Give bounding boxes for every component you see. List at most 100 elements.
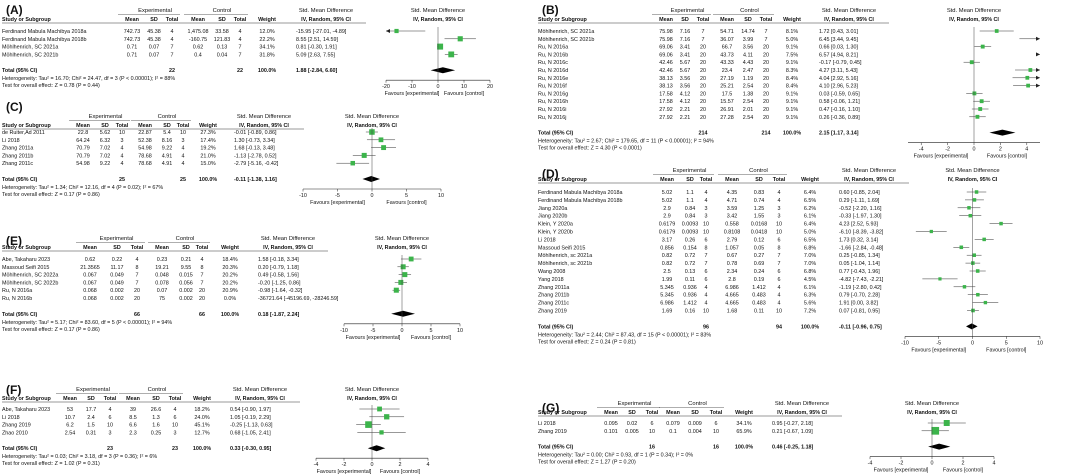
exp-mean: 54.98 xyxy=(76,161,90,167)
study-weight: 24.0% xyxy=(194,415,209,421)
favours-control: Favours [control] xyxy=(411,335,452,341)
panel-a: (A) Experimental Control Std. Mean Differen… xyxy=(2,3,493,97)
exp-mean: 742.73 xyxy=(124,29,141,35)
ctrl-mean: 0.048 xyxy=(155,273,169,279)
ctrl-total: 3 xyxy=(778,214,781,220)
point-estimate xyxy=(980,44,985,49)
favours-experimental: Favours [experimental] xyxy=(911,347,966,353)
point-estimate xyxy=(972,91,977,96)
point-estimate xyxy=(408,256,414,262)
exp-mean: 0.856 xyxy=(660,245,674,251)
exp-mean: 0.095 xyxy=(604,421,618,427)
study-ci: 0.60 [-0.85, 2.04] xyxy=(839,190,880,196)
study-name: Möhlhenrich, SC 2021b xyxy=(538,37,594,43)
exp-mean: 0.067 xyxy=(83,280,97,286)
exp-total: 4 xyxy=(121,161,124,167)
study-weight: 20.9% xyxy=(222,288,237,294)
ctrl-total: 3 xyxy=(174,430,177,436)
study-name: Möhlhenrich, sc 2021a xyxy=(538,253,592,259)
study-weight: 6.1% xyxy=(804,214,816,220)
header-smd-title: Std. Mean Difference xyxy=(822,8,876,14)
favours-control: Favours [control] xyxy=(386,200,427,206)
column-smd-ci: IV, Random, 95% CI xyxy=(824,17,874,23)
heterogeneity: Heterogeneity: Tau² = 2.44; Chi² = 87.43… xyxy=(538,332,711,338)
exp-sd: 0.07 xyxy=(149,45,160,51)
exp-mean: 42.46 xyxy=(659,60,673,66)
column-smd-ci: IV, Random, 95% CI xyxy=(301,17,351,23)
exp-mean: 69.06 xyxy=(659,45,673,51)
ctrl-total: 20 xyxy=(763,99,769,105)
point-estimate xyxy=(975,269,980,273)
ctrl-sd: 5.4 xyxy=(163,130,171,136)
x-tick-label: 2 xyxy=(999,147,1002,153)
study-ci: 0.66 [0.03, 1.30] xyxy=(819,45,858,51)
panel-b: (B) Experimental Control Std. Mean Differen… xyxy=(538,3,1040,160)
study-weight: 8.4% xyxy=(786,84,798,90)
exp-total: 6 xyxy=(705,269,708,275)
exp-mean: 6.986 xyxy=(660,301,674,307)
ctrl-total: 10 xyxy=(180,130,186,136)
exp-total: 7 xyxy=(171,52,174,58)
pooled-diamond xyxy=(966,323,978,330)
ctrl-total: 10 xyxy=(776,230,782,236)
exp-total: 20 xyxy=(700,45,706,51)
ctrl-total: 20 xyxy=(763,91,769,97)
ctrl-sd: 9.55 xyxy=(181,265,192,271)
point-estimate xyxy=(378,137,384,143)
exp-sd: 1.412 xyxy=(683,301,697,307)
exp-sd: 7.16 xyxy=(680,29,691,35)
ctrl-total: 4 xyxy=(174,407,177,413)
ctrl-mean: 1.68 xyxy=(727,309,738,315)
column-sd: SD xyxy=(628,410,636,416)
study-ci: 1.68 [-0.13, 3.48] xyxy=(234,146,275,152)
favours-experimental: Favours [experimental] xyxy=(310,200,365,206)
header-experimental: Experimental xyxy=(76,387,110,393)
exp-sd: 0.72 xyxy=(685,261,696,267)
ctrl-mean: 52.38 xyxy=(138,138,152,144)
column-total: Total xyxy=(196,245,209,251)
total-exp: 22 xyxy=(169,68,175,74)
exp-total: 20 xyxy=(134,288,140,294)
column-mean: Mean xyxy=(83,245,97,251)
heterogeneity: Heterogeneity: Tau² = 2.67; Chi² = 179.6… xyxy=(538,139,714,145)
plot-title: Std. Mean Difference xyxy=(345,114,399,120)
column-smd-ci: IV, Random, 95% CI xyxy=(263,245,313,251)
study-ci: -6.10 [-8.39, -3.82] xyxy=(839,230,884,236)
exp-total: 3 xyxy=(121,138,124,144)
ctrl-sd: 0.83 xyxy=(754,190,765,196)
column-sd: SD xyxy=(101,123,109,129)
exp-total: 20 xyxy=(700,68,706,74)
column-total: Total xyxy=(169,396,182,402)
ctrl-total: 8 xyxy=(778,245,781,251)
point-estimate xyxy=(1026,83,1031,88)
ctrl-total: 20 xyxy=(199,288,205,294)
ctrl-sd: 2.54 xyxy=(743,99,754,105)
study-weight: 20.3% xyxy=(222,265,237,271)
panel-c: (C) Experimental Control Std. Mean Differen… xyxy=(2,100,444,206)
ctrl-mean: 0.07 xyxy=(157,288,168,294)
study-ci: 1.58 [-0.18, 3.34] xyxy=(258,257,299,263)
ctrl-total: 20 xyxy=(199,296,205,302)
study-weight: 22.2% xyxy=(259,37,274,43)
study-name: Ru, N 2016a xyxy=(538,45,568,51)
header-control: Control xyxy=(213,8,232,14)
x-tick-label: 5 xyxy=(430,328,433,334)
total-ci: -0.11 [-0.96, 0.75] xyxy=(839,324,882,330)
heterogeneity: Heterogeneity: Tau² = 1.34; Chi² = 12.16… xyxy=(2,185,163,191)
ctrl-sd: 0.483 xyxy=(752,293,766,299)
ctrl-sd: 4.11 xyxy=(743,52,753,58)
exp-sd: 1.1 xyxy=(686,198,694,204)
total-weight: 100.0% xyxy=(258,68,276,74)
exp-total: 7 xyxy=(702,29,705,35)
exp-mean: 42.46 xyxy=(659,68,673,74)
point-estimate xyxy=(394,28,399,34)
point-estimate xyxy=(982,237,986,242)
ctrl-sd: 121.83 xyxy=(214,37,231,43)
favours-control: Favours [control] xyxy=(986,347,1027,353)
column-study: Study or Subgroup xyxy=(538,410,588,416)
exp-mean: 27.92 xyxy=(659,107,673,113)
ctrl-mean: 0.78 xyxy=(727,261,738,267)
point-estimate xyxy=(972,198,977,202)
study-name: Möhlhenrich, SC 2022a xyxy=(2,273,58,279)
